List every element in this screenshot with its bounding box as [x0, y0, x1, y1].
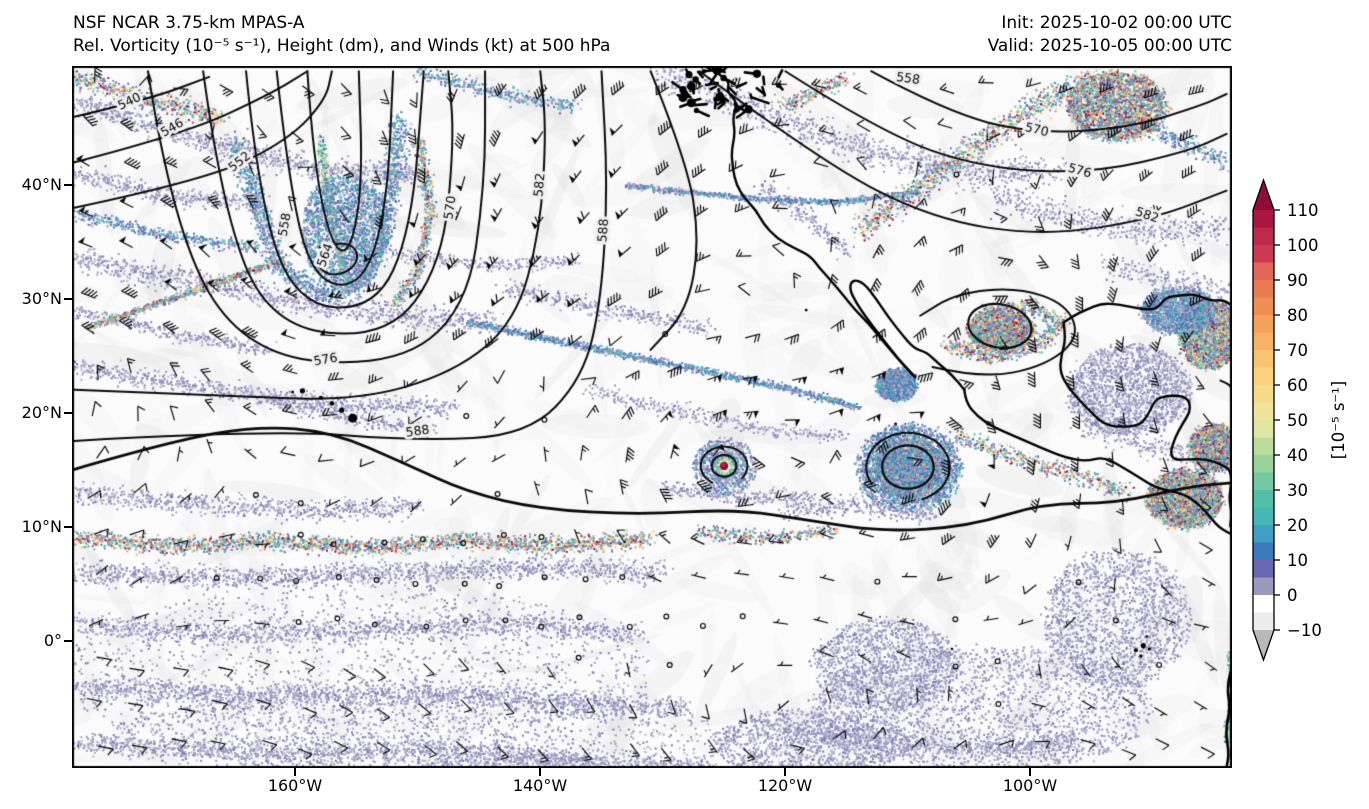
x-tick-label: 160°W	[267, 776, 323, 795]
colorbar-band	[1253, 367, 1274, 386]
colorbar-band	[1253, 262, 1274, 281]
colorbar-band	[1253, 210, 1274, 229]
colorbar-band	[1253, 490, 1274, 509]
colorbar-band	[1253, 332, 1274, 351]
colorbar-band	[1253, 525, 1274, 544]
colorbar-band	[1253, 227, 1274, 246]
map-canvas	[72, 66, 1232, 768]
colorbar-tick-label: 40	[1287, 446, 1308, 465]
colorbar-tick-label: 70	[1287, 341, 1308, 360]
x-tick-label: 120°W	[757, 776, 813, 795]
colorbar-tick-label: 10	[1287, 551, 1308, 570]
colorbar-band	[1253, 472, 1274, 491]
y-tick-mark	[64, 298, 72, 300]
colorbar-tick-label: 60	[1287, 376, 1308, 395]
y-tick-mark	[64, 640, 72, 642]
colorbar-band	[1253, 297, 1274, 316]
colorbar-unit-label: [10⁻⁵ s⁻¹]	[1329, 381, 1348, 459]
colorbar-tick-label: 110	[1287, 201, 1319, 220]
colorbar-band	[1253, 245, 1274, 264]
colorbar-band	[1253, 612, 1274, 631]
colorbar-tick-label: 30	[1287, 481, 1308, 500]
colorbar-extend-under	[1253, 630, 1274, 660]
x-tick-label: 140°W	[512, 776, 568, 795]
y-tick-label: 40°N	[21, 175, 62, 194]
plot-title-fields: Rel. Vorticity (10⁻⁵ s⁻¹), Height (dm), …	[73, 36, 611, 56]
colorbar-tick-label: 100	[1287, 236, 1319, 255]
y-tick-label: 20°N	[21, 403, 62, 422]
init-time-label: Init: 2025-10-02 00:00 UTC	[1001, 13, 1232, 33]
colorbar-band	[1253, 577, 1274, 596]
x-tick-mark	[1029, 768, 1031, 776]
y-tick-mark	[64, 412, 72, 414]
colorbar-band	[1253, 437, 1274, 456]
colorbar-tick-label: 20	[1287, 516, 1308, 535]
colorbar-band	[1253, 402, 1274, 421]
colorbar-tick-label: −10	[1287, 621, 1322, 640]
x-tick-mark	[784, 768, 786, 776]
colorbar-tick-label: 90	[1287, 271, 1308, 290]
plot-title-model: NSF NCAR 3.75-km MPAS-A	[73, 13, 305, 33]
y-tick-mark	[64, 526, 72, 528]
colorbar-band	[1253, 507, 1274, 526]
colorbar-band	[1253, 385, 1274, 404]
x-tick-mark	[294, 768, 296, 776]
colorbar-extend-over	[1253, 180, 1274, 210]
colorbar-band	[1253, 542, 1274, 561]
y-tick-label: 10°N	[21, 517, 62, 536]
map-plot-area	[72, 66, 1232, 768]
y-tick-label: 0°	[43, 631, 62, 650]
colorbar-tick-label: 0	[1287, 586, 1298, 605]
x-tick-label: 100°W	[1002, 776, 1058, 795]
colorbar: 110 100 90 80 70 60 50 40 30 20 10 0 −10 [10⁻⁵ s⁻¹]	[1244, 168, 1369, 692]
colorbar-tick-label: 50	[1287, 411, 1308, 430]
colorbar-band	[1253, 280, 1274, 299]
colorbar-band	[1253, 455, 1274, 474]
colorbar-band	[1253, 595, 1274, 614]
colorbar-band	[1253, 315, 1274, 334]
y-tick-label: 30°N	[21, 289, 62, 308]
x-tick-mark	[539, 768, 541, 776]
colorbar-band	[1253, 420, 1274, 439]
valid-time-label: Valid: 2025-10-05 00:00 UTC	[987, 36, 1232, 56]
colorbar-band	[1253, 350, 1274, 369]
y-tick-mark	[64, 184, 72, 186]
colorbar-band	[1253, 560, 1274, 579]
colorbar-tick-label: 80	[1287, 306, 1308, 325]
